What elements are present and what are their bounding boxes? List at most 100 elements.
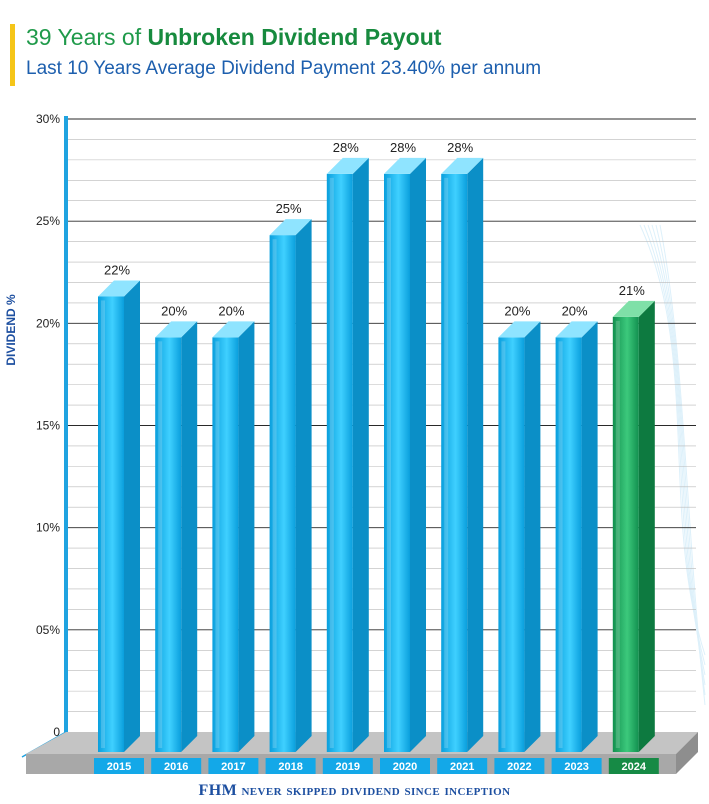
- category-label-box-2020: [380, 758, 430, 774]
- bar-front: [498, 337, 525, 752]
- category-label-2020: 2020: [393, 761, 417, 773]
- data-label-2019: 28%: [333, 140, 359, 155]
- wave-line: [651, 224, 706, 686]
- wave-line: [643, 224, 706, 666]
- data-label-2021: 28%: [447, 140, 473, 155]
- bar-side: [352, 157, 369, 752]
- chart-floor-side: [676, 732, 698, 774]
- category-label-2023: 2023: [564, 761, 588, 773]
- category-label-box-2023: [551, 758, 602, 774]
- bar-gloss: [615, 320, 620, 748]
- category-label-2024: 2024: [622, 761, 647, 773]
- bar-front: [326, 173, 353, 752]
- bar-front: [384, 173, 410, 752]
- bar-2022: [498, 321, 541, 752]
- y-tick-label: 0: [53, 725, 60, 739]
- y-tick-label: 05%: [36, 623, 60, 637]
- bar-side: [238, 321, 255, 752]
- category-label-box-2015: [94, 758, 144, 774]
- bar-front: [612, 316, 639, 752]
- bar-front: [269, 235, 296, 752]
- bar-side: [410, 157, 426, 752]
- bar-gloss: [215, 341, 220, 748]
- y-axis-line: [64, 116, 68, 747]
- bar-front: [98, 296, 124, 752]
- wave-line: [655, 224, 706, 696]
- bar-top: [555, 321, 598, 338]
- category-label-box-2024: [608, 758, 659, 774]
- footer-note: FHM never skipped dividend since incepti…: [198, 782, 511, 799]
- y-tick-label: 20%: [36, 316, 60, 330]
- title-accent-bar: [10, 24, 15, 86]
- bar-side: [124, 280, 140, 752]
- data-label-2023: 20%: [562, 303, 588, 318]
- page-subtitle: Last 10 Years Average Dividend Payment 2…: [26, 58, 542, 79]
- bar-side: [181, 321, 198, 752]
- bar-top: [384, 157, 426, 174]
- bar-front: [155, 337, 182, 752]
- bar-2015: [98, 280, 140, 752]
- bar-2024: [612, 300, 655, 752]
- title-bold: Unbroken Dividend Payout: [147, 24, 442, 50]
- bar-front: [555, 337, 582, 752]
- data-label-2020: 28%: [390, 140, 416, 155]
- bar-top: [612, 300, 655, 317]
- data-label-2024: 21%: [619, 283, 645, 298]
- bar-top: [155, 321, 198, 338]
- bar-top: [441, 157, 484, 174]
- category-label-2022: 2022: [507, 761, 531, 773]
- bar-side: [638, 300, 655, 752]
- bar-gloss: [558, 341, 563, 748]
- title-prefix: 39 Years of: [26, 24, 142, 50]
- data-label-2022: 20%: [504, 303, 530, 318]
- bar-2018: [269, 219, 312, 753]
- bar-gloss: [501, 341, 506, 748]
- data-label-2018: 25%: [276, 201, 302, 216]
- y-tick-label: 25%: [36, 214, 60, 228]
- bar-gloss: [387, 177, 391, 748]
- bar-2019: [326, 157, 369, 752]
- y-tick-label: 30%: [36, 112, 60, 126]
- wave-line: [659, 224, 706, 706]
- bar-top: [326, 157, 369, 174]
- bar-top: [498, 321, 541, 338]
- bar-gloss: [444, 177, 449, 748]
- category-label-box-2016: [151, 758, 202, 774]
- bar-top: [269, 219, 312, 236]
- category-label-box-2019: [322, 758, 373, 774]
- bar-2020: [384, 157, 426, 752]
- bar-gloss: [272, 239, 277, 748]
- category-label-2016: 2016: [164, 761, 188, 773]
- bar-2021: [441, 157, 484, 752]
- category-label-2019: 2019: [336, 761, 360, 773]
- bar-front: [212, 337, 239, 752]
- bar-side: [295, 219, 312, 753]
- dividend-bar-chart: 0 05% 10% 15% 20% 25% 30% DIVIDEND % 22% 2015 20% 2…: [4, 112, 706, 774]
- background-wave-decoration: [639, 224, 706, 706]
- data-label-2016: 20%: [161, 303, 187, 318]
- bar-side: [467, 157, 484, 752]
- category-label-2015: 2015: [107, 761, 131, 773]
- y-axis-title: DIVIDEND %: [4, 294, 18, 366]
- category-label-2018: 2018: [278, 761, 302, 773]
- bar-side: [524, 321, 541, 752]
- bar-gloss: [158, 341, 163, 748]
- bar-top: [98, 280, 140, 297]
- bar-front: [441, 173, 468, 752]
- category-label-box-2018: [265, 758, 316, 774]
- wave-line: [639, 224, 706, 656]
- category-label-2021: 2021: [450, 761, 474, 773]
- y-tick-label: 10%: [36, 521, 60, 535]
- bar-2016: [155, 321, 198, 752]
- category-label-box-2017: [208, 758, 259, 774]
- category-label-box-2021: [437, 758, 488, 774]
- data-label-2017: 20%: [218, 303, 244, 318]
- page-title: 39 Years of Unbroken Dividend Payout: [26, 24, 441, 51]
- bar-gloss: [329, 177, 334, 748]
- bar-top: [212, 321, 255, 338]
- bar-2017: [212, 321, 255, 752]
- bar-side: [581, 321, 598, 752]
- y-tick-label: 15%: [36, 419, 60, 433]
- bar-gloss: [101, 300, 105, 748]
- bar-2023: [555, 321, 598, 752]
